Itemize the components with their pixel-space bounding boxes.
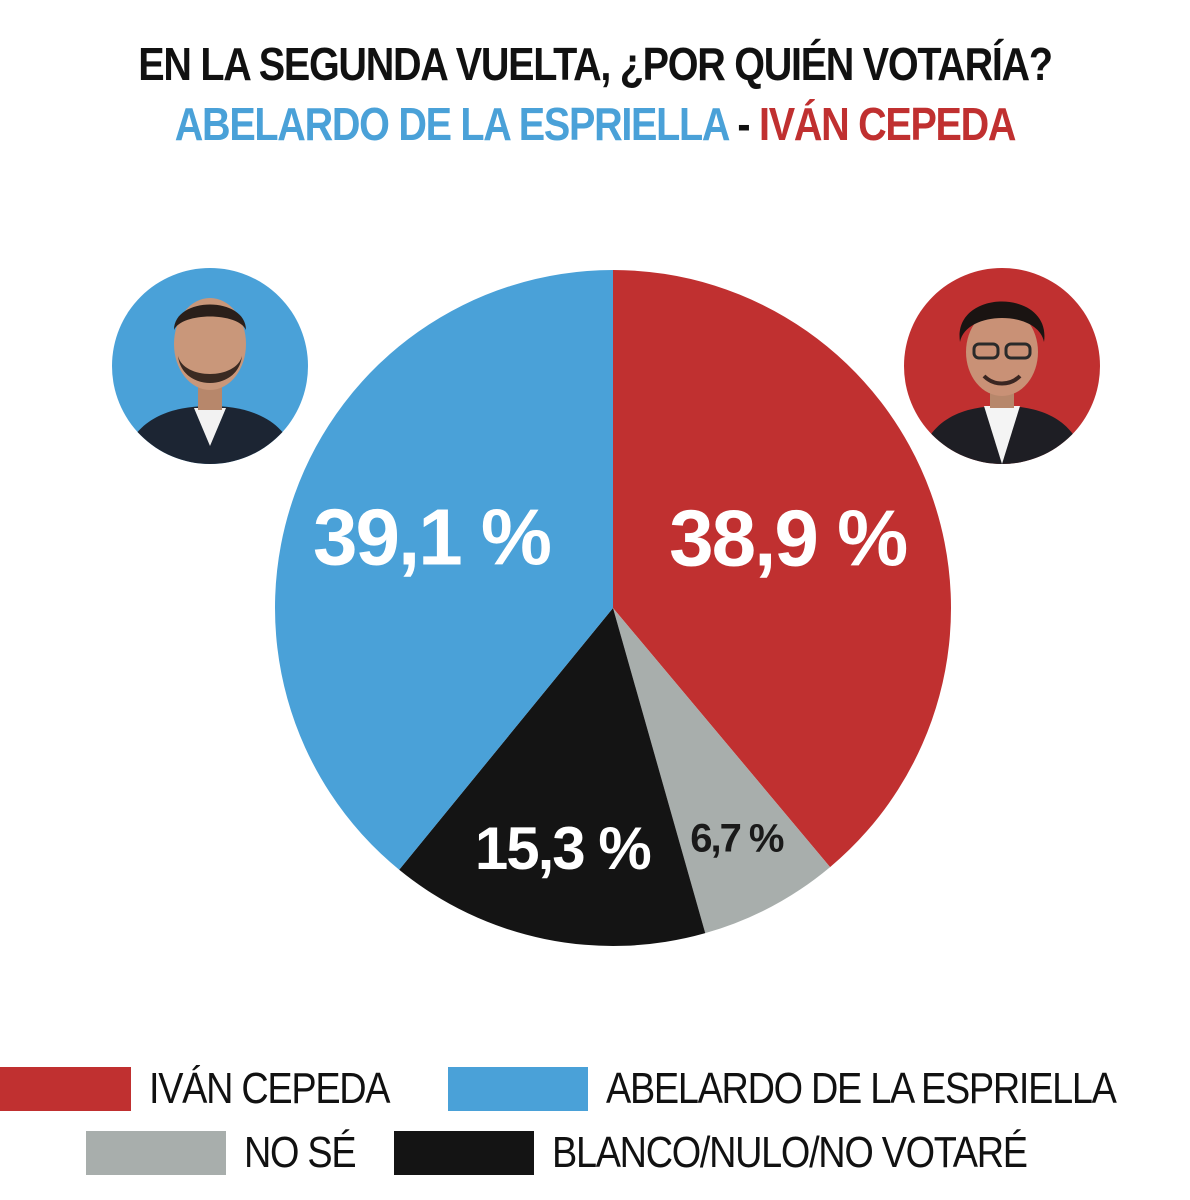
- legend-row: IVÁN CEPEDA ABELARDO DE LA ESPRIELLA: [0, 1064, 1190, 1114]
- subtitle-separator: -: [727, 98, 760, 150]
- pie-slice: [613, 270, 951, 868]
- legend-row: NO SÉ BLANCO/NULO/NO VOTARÉ: [0, 1128, 1190, 1178]
- candidate-portrait-icon: [904, 268, 1100, 464]
- legend-label: BLANCO/NULO/NO VOTARÉ: [551, 1128, 1028, 1177]
- legend-item-espriella: ABELARDO DE LA ESPRIELLA: [448, 1064, 1190, 1114]
- legend-swatch: [393, 1131, 534, 1175]
- subtitle-candidate-a: ABELARDO DE LA ESPRIELLA: [174, 98, 729, 150]
- pie-slice: [275, 270, 613, 870]
- pie-slice: [613, 608, 831, 934]
- candidate-portrait-icon: [112, 268, 308, 464]
- legend-label: NO SÉ: [244, 1128, 357, 1177]
- legend-item-no-se: NO SÉ: [86, 1128, 373, 1178]
- legend-swatch: [0, 1067, 132, 1111]
- legend-label: IVÁN CEPEDA: [149, 1064, 391, 1113]
- legend-item-blanco: BLANCO/NULO/NO VOTARÉ: [393, 1128, 1104, 1178]
- legend-swatch: [86, 1131, 227, 1175]
- chart-title: EN LA SEGUNDA VUELTA, ¿POR QUIÉN VOTARÍA…: [138, 38, 1053, 90]
- slice-data-label: 15,3 %: [475, 815, 650, 882]
- legend-item-cepeda: IVÁN CEPEDA: [0, 1064, 428, 1114]
- subtitle-candidate-b: IVÁN CEPEDA: [759, 98, 1016, 150]
- legend-swatch: [448, 1067, 589, 1111]
- slice-data-label: 38,9 %: [669, 494, 907, 583]
- slice-data-label: 6,7 %: [690, 817, 784, 861]
- pie-slice: [399, 608, 706, 946]
- legend-label: ABELARDO DE LA ESPRIELLA: [606, 1064, 1117, 1113]
- slice-data-label: 39,1 %: [313, 492, 551, 581]
- chart-subtitle: ABELARDO DE LA ESPRIELLA - IVÁN CEPEDA: [83, 96, 1106, 152]
